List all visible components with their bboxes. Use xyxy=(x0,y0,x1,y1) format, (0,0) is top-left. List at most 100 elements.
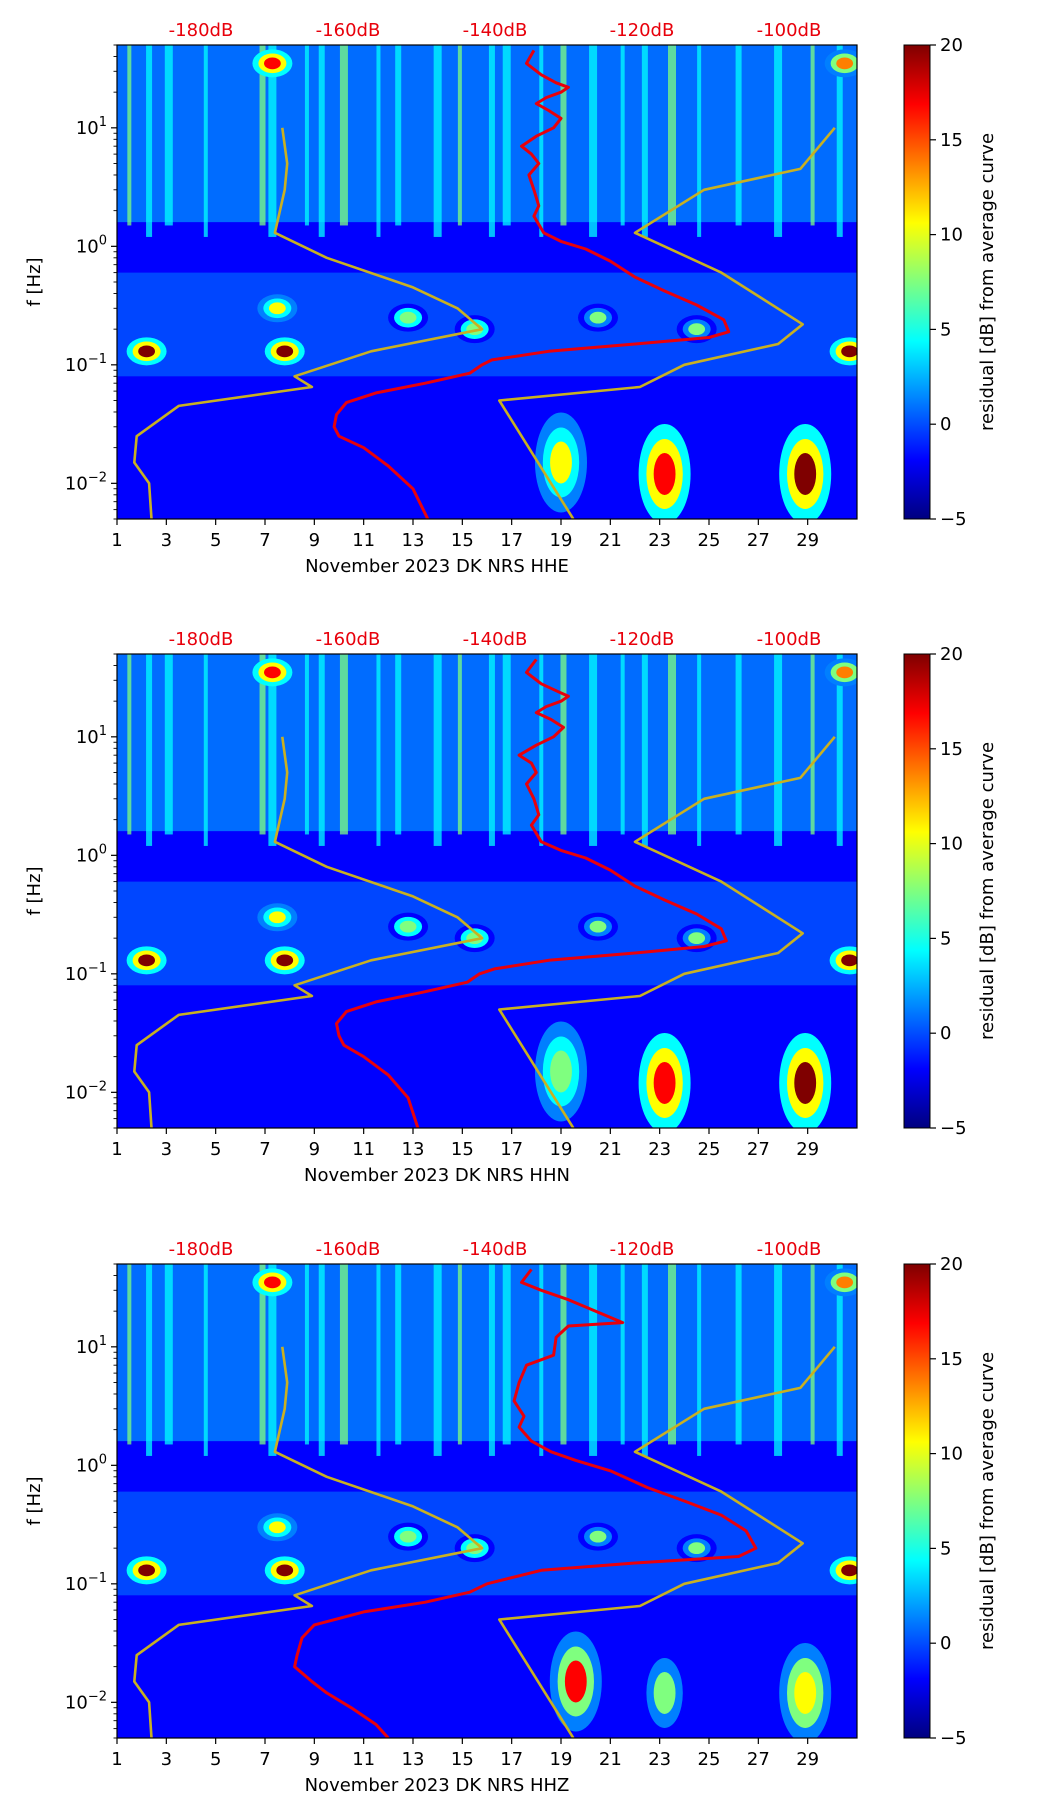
hot-spot xyxy=(589,920,607,933)
bright-stripe xyxy=(203,45,208,237)
bright-stripe xyxy=(457,1264,462,1445)
y-tick-base: 10 xyxy=(76,1337,99,1358)
x-axis-label: November 2023 DK NRS HHZ xyxy=(305,1775,570,1796)
hot-spot xyxy=(841,345,857,358)
y-axis-label: f [Hz] xyxy=(24,257,45,306)
noise-curve xyxy=(332,49,731,519)
hot-spot xyxy=(589,311,607,324)
hot-spot xyxy=(276,1564,294,1577)
bright-stripe xyxy=(668,654,676,835)
y-tick-exponent: 0 xyxy=(99,233,107,248)
hot-spot xyxy=(268,302,286,315)
colorbar-tick-label: −5 xyxy=(940,1118,967,1139)
x-tick-label: 29 xyxy=(796,1139,819,1160)
hot-spot xyxy=(564,1660,587,1703)
y-tick-label: 100 xyxy=(76,233,107,257)
bright-stripe xyxy=(164,1264,173,1445)
db-scale-label: -180dB xyxy=(169,629,234,650)
x-tick-label: 15 xyxy=(451,530,474,551)
x-tick-label: 1 xyxy=(111,1749,122,1770)
db-scale-label: -120dB xyxy=(610,20,675,41)
bright-stripe xyxy=(376,45,381,237)
model-curve xyxy=(498,1345,836,1738)
y-tick-base: 10 xyxy=(65,1082,88,1103)
db-scale-label: -120dB xyxy=(610,1239,675,1260)
bright-stripe xyxy=(318,45,325,237)
hot-spot xyxy=(653,452,676,495)
hot-spot xyxy=(138,345,156,358)
x-tick-label: 5 xyxy=(210,1139,221,1160)
colorbar-tick-label: 10 xyxy=(940,834,963,855)
y-tick-exponent: 1 xyxy=(99,724,107,739)
y-tick-exponent: −1 xyxy=(88,352,107,367)
x-tick-label: 19 xyxy=(550,530,573,551)
bright-stripe xyxy=(810,654,815,835)
hot-spot xyxy=(276,345,294,358)
bright-stripe xyxy=(697,45,702,237)
model-curve xyxy=(498,735,836,1128)
bright-stripe xyxy=(620,45,625,226)
bright-stripe xyxy=(203,1264,208,1456)
bright-stripe xyxy=(589,1264,598,1456)
y-tick-exponent: −2 xyxy=(88,470,107,485)
x-tick-label: 19 xyxy=(550,1139,573,1160)
noise-curve xyxy=(335,658,728,1128)
x-tick-label: 29 xyxy=(796,530,819,551)
x-tick-label: 17 xyxy=(500,530,523,551)
hot-spot xyxy=(550,1050,572,1093)
y-tick-exponent: −2 xyxy=(88,1079,107,1094)
hot-spot xyxy=(841,954,857,967)
db-scale-label: -180dB xyxy=(169,1239,234,1260)
bright-stripe xyxy=(620,1264,625,1445)
bright-stripe xyxy=(735,654,742,835)
colorbar-tick-label: 5 xyxy=(940,1538,951,1559)
hot-spot xyxy=(688,932,706,945)
bright-stripe xyxy=(259,654,266,835)
colorbar-tick-label: 5 xyxy=(940,319,951,340)
bright-stripe xyxy=(502,1264,511,1445)
hot-spot xyxy=(138,1564,156,1577)
db-scale-label: -180dB xyxy=(169,20,234,41)
y-tick-base: 10 xyxy=(65,964,88,985)
y-tick-exponent: −2 xyxy=(88,1689,107,1704)
bright-stripe xyxy=(774,45,783,237)
x-tick-label: 15 xyxy=(451,1749,474,1770)
db-scale-label: -100dB xyxy=(757,1239,822,1260)
model-curve xyxy=(133,1346,484,1738)
y-tick-exponent: 1 xyxy=(99,115,107,130)
y-tick-label: 101 xyxy=(76,1334,107,1358)
x-tick-label: 9 xyxy=(309,1139,320,1160)
bright-stripe xyxy=(810,1264,815,1445)
y-tick-label: 10−2 xyxy=(65,1689,107,1713)
bright-stripe xyxy=(735,1264,742,1445)
colorbar-tick-label: 0 xyxy=(940,1023,951,1044)
x-tick-label: 11 xyxy=(352,1139,375,1160)
bright-stripe xyxy=(774,1264,783,1456)
x-tick-label: 13 xyxy=(402,1139,425,1160)
hot-spot xyxy=(399,920,417,933)
hot-spot xyxy=(688,1542,706,1555)
x-axis-label: November 2023 DK NRS HHN xyxy=(304,1165,570,1186)
y-tick-exponent: 0 xyxy=(99,842,107,857)
bright-stripe xyxy=(836,1264,843,1456)
bright-stripe xyxy=(433,654,442,846)
bright-stripe xyxy=(304,654,309,835)
bright-stripe xyxy=(146,45,153,237)
y-tick-label: 10−1 xyxy=(65,1571,107,1595)
bright-stripe xyxy=(560,45,567,226)
bright-stripe xyxy=(259,45,266,226)
x-tick-label: 21 xyxy=(599,1749,622,1770)
x-tick-label: 25 xyxy=(698,530,721,551)
model-curve xyxy=(133,127,484,519)
colorbar-tick-label: 15 xyxy=(940,1349,963,1370)
db-scale-label: -160dB xyxy=(316,20,381,41)
y-tick-base: 10 xyxy=(65,355,88,376)
hot-spot xyxy=(836,57,854,70)
bright-stripe xyxy=(620,654,625,835)
bright-stripe xyxy=(127,1264,132,1445)
hot-spot xyxy=(653,1671,676,1714)
bright-stripe xyxy=(735,45,742,226)
colorbar-tick-label: 10 xyxy=(940,1444,963,1465)
hot-spot xyxy=(264,57,281,70)
